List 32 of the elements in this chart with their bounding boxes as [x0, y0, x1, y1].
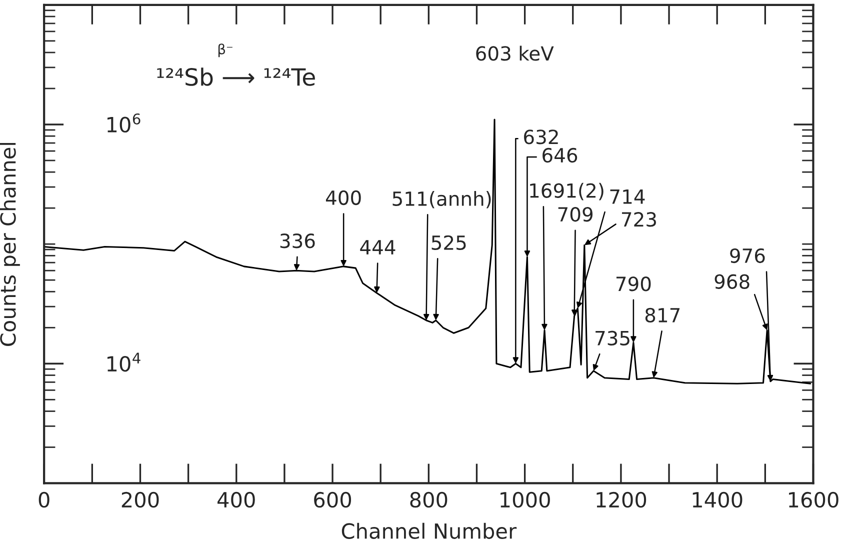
annotation: 511(annh) [392, 190, 491, 208]
annotation: 968 [714, 274, 750, 289]
annotation: 709 [558, 206, 593, 222]
x-tick-label: 800 [410, 492, 448, 508]
x-tick-label: 0 [38, 492, 50, 508]
annotation: 714 [610, 190, 645, 204]
annotation: 735 [596, 330, 630, 346]
y-axis-title: Counts per Channel [0, 142, 20, 346]
x-tick-label: 1200 [596, 492, 646, 508]
annotation: β⁻ [218, 44, 232, 58]
annotation: 976 [730, 248, 765, 264]
annotation: 817 [645, 308, 680, 323]
annotation: 723 [622, 212, 656, 227]
y-tick-label: 10$^{4}$ [107, 352, 140, 372]
annotation: ¹²⁴Sb ⟶ ¹²⁴Te [157, 68, 315, 86]
annotation: 646 [542, 148, 578, 163]
x-tick-label: 400 [218, 492, 255, 508]
x-tick-label: 600 [314, 492, 352, 508]
y-tick-label: 10$^{6}$ [107, 113, 140, 133]
x-tick-label: 1600 [789, 492, 838, 508]
x-axis-title: Channel Number [342, 522, 517, 539]
annotation: 632 [524, 130, 558, 144]
x-tick-label: 200 [122, 492, 159, 508]
annotation: 400 [326, 190, 361, 206]
annotation: 525 [432, 235, 466, 250]
annotation: 603 keV [476, 46, 554, 61]
x-tick-label: 1000 [500, 492, 550, 508]
annotation: 1691(2) [530, 182, 604, 200]
annotation: 444 [360, 240, 396, 254]
annotation: 336 [280, 234, 315, 248]
annotation: 790 [616, 276, 651, 292]
x-tick-label: 1400 [692, 492, 742, 508]
